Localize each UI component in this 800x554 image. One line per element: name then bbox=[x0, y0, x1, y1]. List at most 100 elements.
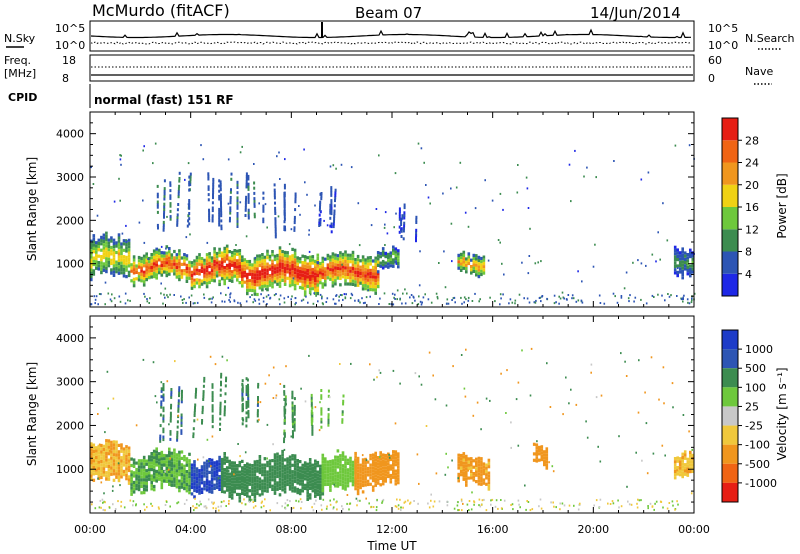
scatter-cell bbox=[90, 249, 93, 253]
scatter-cell bbox=[218, 462, 221, 466]
near-range-cell bbox=[258, 302, 261, 305]
scatter-cell bbox=[208, 252, 211, 256]
scatter-cell bbox=[311, 411, 314, 415]
near-range-cell bbox=[144, 508, 146, 511]
y-tick-label: 1000 bbox=[56, 258, 84, 271]
scatter-cell bbox=[288, 481, 292, 485]
scatter-cell bbox=[180, 275, 184, 279]
noise-cell bbox=[120, 163, 122, 166]
scatter-cell bbox=[223, 269, 226, 273]
scatter-cell bbox=[150, 487, 153, 491]
scatter-cell bbox=[152, 265, 156, 269]
noise-cell bbox=[467, 296, 470, 299]
scatter-cell bbox=[356, 460, 360, 464]
scatter-cell bbox=[359, 479, 362, 483]
scatter-cell bbox=[223, 272, 226, 276]
scatter-cell bbox=[691, 270, 695, 274]
scatter-cell bbox=[97, 460, 101, 464]
scatter-cell bbox=[329, 224, 332, 228]
scatter-cell bbox=[477, 463, 481, 467]
scatter-cell bbox=[168, 266, 171, 270]
scatter-cell bbox=[186, 224, 189, 228]
scatter-cell bbox=[120, 255, 123, 259]
scatter-cell bbox=[163, 453, 166, 458]
scatter-cell bbox=[278, 464, 282, 468]
scatter-cell bbox=[162, 385, 165, 389]
scatter-cell bbox=[225, 488, 229, 492]
scatter-cell bbox=[102, 268, 106, 272]
scatter-cell bbox=[263, 268, 267, 272]
scatter-cell bbox=[686, 467, 690, 471]
scatter-cell bbox=[251, 492, 254, 496]
scatter-cell bbox=[233, 483, 236, 487]
scatter-cell bbox=[107, 248, 111, 252]
scatter-cell bbox=[310, 409, 313, 413]
scatter-cell bbox=[336, 471, 340, 475]
scatter-cell bbox=[291, 457, 294, 461]
scatter-cell bbox=[245, 175, 248, 178]
scatter-cell bbox=[142, 481, 146, 485]
scatter-cell bbox=[403, 203, 406, 207]
scatter-cell bbox=[100, 472, 103, 476]
scatter-cell bbox=[190, 264, 194, 268]
near-range-cell bbox=[559, 297, 562, 300]
scatter-cell bbox=[117, 469, 121, 473]
scatter-cell bbox=[366, 262, 370, 266]
scatter-cell bbox=[374, 464, 377, 468]
scatter-cell bbox=[354, 477, 357, 481]
scatter-cell bbox=[339, 470, 342, 474]
scatter-cell bbox=[194, 395, 197, 399]
scatter-cell bbox=[374, 282, 377, 286]
scatter-cell bbox=[236, 483, 239, 487]
scatter-cell bbox=[175, 253, 179, 257]
near-range-cell bbox=[375, 506, 378, 509]
scatter-cell bbox=[298, 266, 302, 270]
near-range-cell bbox=[561, 502, 564, 505]
scatter-cell bbox=[169, 432, 172, 436]
scatter-cell bbox=[159, 424, 162, 428]
scatter-cell bbox=[230, 477, 234, 481]
scatter-cell bbox=[361, 477, 365, 481]
noise-cell bbox=[125, 239, 127, 242]
scatter-cell bbox=[230, 474, 234, 478]
scatter-cell bbox=[334, 253, 337, 257]
scatter-cell bbox=[203, 461, 206, 465]
noise-cell bbox=[319, 293, 322, 296]
scatter-cell bbox=[331, 462, 335, 466]
scatter-cell bbox=[220, 372, 223, 376]
scatter-cell bbox=[327, 413, 330, 417]
scatter-cell bbox=[251, 486, 254, 490]
scatter-cell bbox=[266, 486, 269, 490]
scatter-cell bbox=[120, 261, 123, 265]
scatter-cell bbox=[248, 282, 252, 286]
near-range-cell bbox=[411, 302, 414, 305]
scatter-cell bbox=[278, 477, 282, 481]
scatter-cell bbox=[208, 264, 211, 269]
scatter-cell bbox=[339, 251, 342, 255]
scatter-cell bbox=[211, 216, 214, 220]
scatter-cell bbox=[130, 492, 133, 496]
scatter-cell bbox=[465, 263, 468, 267]
scatter-cell bbox=[173, 477, 176, 481]
scatter-cell bbox=[271, 471, 274, 475]
scatter-cell bbox=[326, 257, 330, 261]
scatter-cell bbox=[379, 255, 382, 259]
scatter-cell bbox=[183, 253, 186, 257]
scatter-cell bbox=[482, 472, 486, 476]
scatter-cell bbox=[208, 258, 211, 262]
scatter-cell bbox=[162, 223, 165, 227]
scatter-cell bbox=[293, 420, 296, 424]
near-range-cell bbox=[514, 302, 516, 305]
scatter-cell bbox=[212, 188, 215, 192]
scatter-cell bbox=[306, 265, 309, 269]
scatter-cell bbox=[457, 260, 460, 264]
near-range-cell bbox=[181, 299, 184, 301]
scatter-cell bbox=[243, 483, 247, 487]
scatter-cell bbox=[415, 239, 417, 243]
scatter-cell bbox=[165, 460, 169, 464]
scatter-cell bbox=[185, 489, 189, 493]
scatter-cell bbox=[283, 270, 287, 274]
noise-cell bbox=[393, 226, 395, 229]
scatter-cell bbox=[371, 265, 375, 269]
scatter-cell bbox=[311, 258, 315, 262]
